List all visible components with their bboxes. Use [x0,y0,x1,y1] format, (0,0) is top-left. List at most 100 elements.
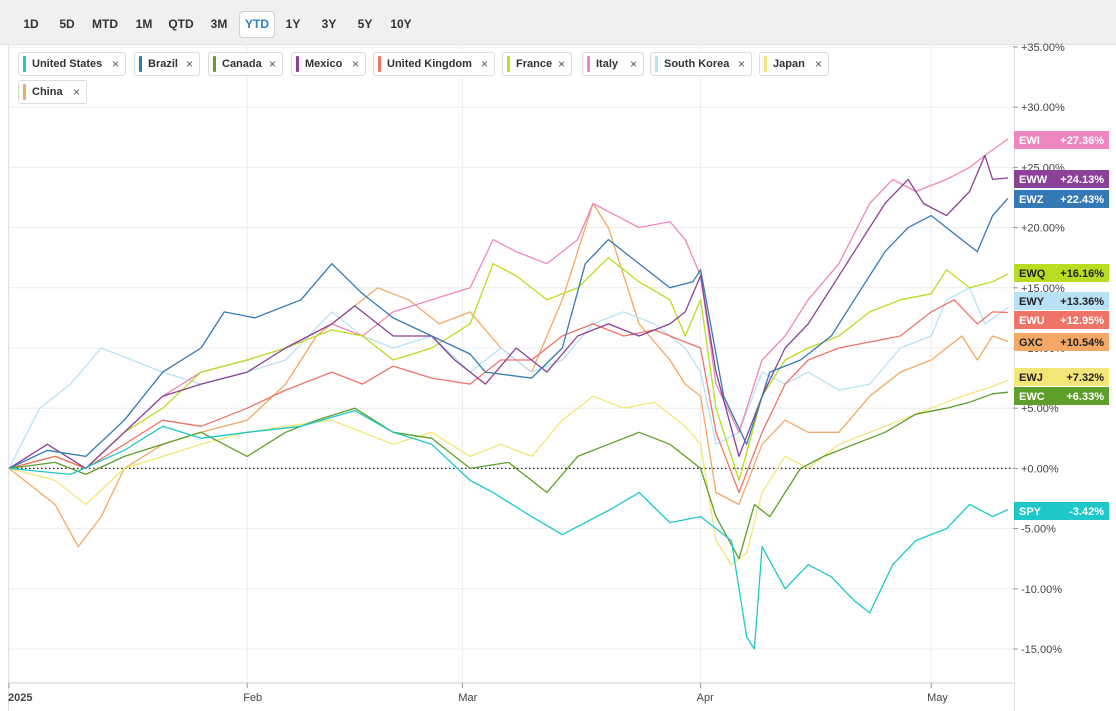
badge-ticker: SPY [1019,506,1042,518]
legend-chip-spy[interactable]: United States × [18,52,126,76]
value-badge-bg [1014,170,1109,188]
legend-color-swatch [296,56,299,72]
close-icon[interactable]: × [111,57,119,71]
legend-chip-label: Mexico [305,58,343,70]
badge-value: +13.36% [1060,296,1104,308]
legend-color-swatch [378,56,381,72]
range-button-1d[interactable]: 1D [23,17,39,31]
value-badge-bg [1014,190,1109,208]
badge-value: +6.33% [1066,391,1104,403]
y-tick-label: +5.00% [1021,403,1059,415]
badge-value: +12.95% [1060,315,1104,327]
legend-chip-ewi[interactable]: Italy × [582,52,644,76]
badge-ticker: EWC [1019,391,1045,403]
legend-color-swatch [139,56,142,72]
series-line-ewy [8,287,1009,469]
legend-chip-eww[interactable]: Mexico × [291,52,366,76]
legend-color-swatch [23,56,26,72]
legend-chip-label: France [516,58,553,70]
close-icon[interactable]: × [557,57,565,71]
value-badge-ewi: EWI +27.36% [1014,131,1109,149]
legend-color-swatch [23,84,26,100]
legend-chip-label: United Kingdom [387,58,472,70]
badge-ticker: EWU [1019,315,1045,327]
legend-chip-label: Canada [222,58,262,70]
badge-value: +22.43% [1060,194,1104,206]
value-badge-bg [1014,502,1109,520]
legend-color-swatch [213,56,216,72]
legend-chip-ewj[interactable]: Japan × [759,52,829,76]
legend-chip-ewy[interactable]: South Korea × [650,52,752,76]
series-line-eww [8,154,1009,470]
close-icon[interactable]: × [480,57,488,71]
value-badge-bg [1014,333,1109,351]
range-button-mtd[interactable]: MTD [92,17,118,31]
y-tick-label: -5.00% [1021,524,1056,536]
value-badge-bg [1014,264,1109,282]
value-badge-spy: SPY -3.42% [1014,502,1109,520]
y-tick-label: +15.00% [1021,283,1065,295]
badge-value: +16.16% [1060,268,1104,280]
badge-value: -3.42% [1069,506,1104,518]
badge-value: +24.13% [1060,174,1104,186]
legend-color-swatch [655,56,658,72]
badge-value: +27.36% [1060,135,1104,147]
range-button-1y[interactable]: 1Y [285,17,301,31]
series-line-ewj [8,379,1009,566]
value-badge-ewj: EWJ +7.32% [1014,368,1109,386]
value-badge-ewy: EWY +13.36% [1014,292,1109,310]
range-button-5d[interactable]: 5D [59,17,75,31]
value-badge-ewq: EWQ +16.16% [1014,264,1109,282]
close-icon[interactable]: × [72,85,80,99]
close-icon[interactable]: × [737,57,745,71]
badge-ticker: GXC [1019,337,1043,349]
legend-chip-label: South Korea [664,58,730,70]
close-icon[interactable]: × [814,57,822,71]
legend-chip-label: Japan [773,58,805,70]
range-button-3y[interactable]: 3Y [321,17,337,31]
range-button-3m[interactable]: 3M [210,17,228,31]
badge-ticker: EWW [1019,174,1048,186]
legend-color-swatch [764,56,767,72]
value-badge-eww: EWW +24.13% [1014,170,1109,188]
y-tick-label: +35.00% [1021,42,1065,54]
badge-ticker: EWZ [1019,194,1044,206]
y-tick-label: -10.00% [1021,584,1062,596]
value-badge-bg [1014,311,1109,329]
value-badge-ewz: EWZ +22.43% [1014,190,1109,208]
badge-value: +7.32% [1066,372,1104,384]
close-icon[interactable]: × [268,57,276,71]
value-badge-bg [1014,368,1109,386]
y-tick-label: +30.00% [1021,102,1065,114]
legend-chip-gxc[interactable]: China × [18,80,87,104]
x-tick-label: May [927,692,948,704]
legend-chip-ewu[interactable]: United Kingdom × [373,52,495,76]
value-badge-bg [1014,292,1109,310]
range-button-5y[interactable]: 5Y [357,17,373,31]
x-tick-label: 2025 [8,692,32,704]
range-button-qtd[interactable]: QTD [168,17,194,31]
legend-chip-ewz[interactable]: Brazil × [134,52,200,76]
value-badge-ewu: EWU +12.95% [1014,311,1109,329]
badge-value: +10.54% [1060,337,1104,349]
range-button-ytd[interactable]: YTD [239,11,275,38]
y-tick-label: +20.00% [1021,223,1065,235]
value-badge-gxc: GXC +10.54% [1014,333,1109,351]
series-line-ewc [8,391,1009,560]
legend-chip-label: Brazil [148,58,178,70]
x-tick-label: Feb [243,692,262,704]
close-icon[interactable]: × [351,57,359,71]
series-line-ewu [8,299,1009,494]
series-line-ewq [8,257,1009,482]
legend-chip-ewq[interactable]: France × [502,52,572,76]
close-icon[interactable]: × [185,57,193,71]
close-icon[interactable]: × [629,57,637,71]
legend-chip-ewc[interactable]: Canada × [208,52,283,76]
x-tick-label: Mar [458,692,477,704]
range-button-1m[interactable]: 1M [135,17,153,31]
range-button-10y[interactable]: 10Y [390,17,412,31]
legend-color-swatch [507,56,510,72]
series-line-ewz [8,197,1009,469]
legend-color-swatch [587,56,590,72]
series-line-ewi [8,138,1009,470]
